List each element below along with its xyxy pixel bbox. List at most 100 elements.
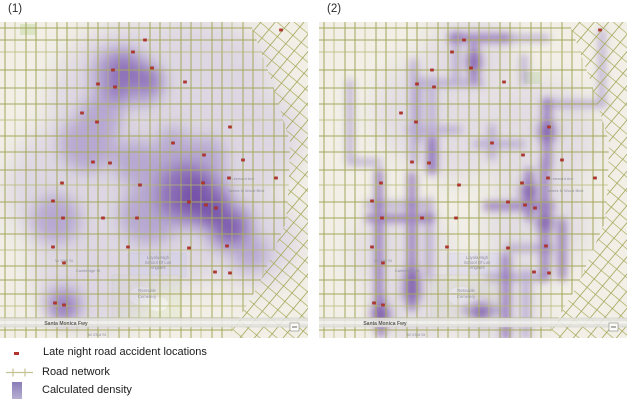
accident-point (450, 50, 454, 54)
accident-points (370, 28, 602, 307)
accident-point (432, 85, 436, 89)
accident-point (227, 176, 231, 180)
accident-point (183, 80, 187, 84)
accident-point (62, 303, 66, 307)
accident-point (214, 206, 218, 210)
accident-point (201, 181, 205, 185)
accident-point (520, 181, 524, 185)
accident-point (381, 303, 385, 307)
accident-point (80, 111, 84, 115)
map-label: Cambridge St (395, 268, 420, 273)
accident-point (113, 85, 117, 89)
accident-point (96, 82, 100, 86)
accident-point (143, 38, 147, 42)
accident-point (91, 160, 95, 164)
accident-point (523, 203, 527, 207)
accident-point (279, 28, 283, 32)
cemetery-inner (148, 297, 168, 311)
accident-point (53, 301, 57, 305)
map-label: Santa Monica Fwy (44, 321, 88, 327)
accident-point (560, 158, 564, 162)
accident-points (51, 28, 283, 307)
accident-point (502, 80, 506, 84)
accident-point (228, 125, 232, 129)
accident-point (225, 244, 229, 248)
map-label: School Of Los (145, 260, 171, 265)
accident-point (51, 199, 55, 203)
accident-point (506, 200, 510, 204)
accident-point (410, 160, 414, 164)
accident-point (506, 246, 510, 250)
accident-point (138, 183, 142, 187)
accident-point (462, 38, 466, 42)
accident-point (532, 270, 536, 274)
accident-point (241, 158, 245, 162)
accident-point (135, 216, 139, 220)
map-label: Angeles (469, 265, 484, 270)
map-label: James M Wood Blvd (547, 188, 584, 193)
accident-point (126, 245, 130, 249)
accident-point (95, 120, 99, 124)
accident-point (370, 245, 374, 249)
accident-point (445, 245, 449, 249)
accident-point (171, 141, 175, 145)
accident-point (202, 153, 206, 157)
map-label: W 23rd St (88, 332, 107, 337)
accident-point (469, 66, 473, 70)
map-label: James M Wood Blvd (228, 188, 265, 193)
accident-point (108, 161, 112, 165)
accident-point (381, 261, 385, 265)
freeway (319, 317, 627, 328)
accident-point (228, 271, 232, 275)
accident-point (399, 111, 403, 115)
map-label: Leeward Ave (231, 176, 255, 181)
accident-point (454, 216, 458, 220)
accident-point (187, 246, 191, 250)
accident-point (598, 28, 602, 32)
accident-point (213, 270, 217, 274)
map-label: Rosedale (138, 288, 156, 293)
panel-1-label: (1) (8, 3, 23, 15)
road-grid (319, 22, 609, 338)
accident-point (430, 68, 434, 72)
accident-point (61, 216, 65, 220)
accident-point (370, 199, 374, 203)
accident-point-icon (14, 352, 19, 355)
map-label: Leeward Ave (550, 176, 574, 181)
accident-point (521, 153, 525, 157)
accident-point (593, 176, 597, 180)
map-label: Santa Monica Fwy (363, 321, 407, 327)
legend-label-accidents: Late night road accident locations (43, 346, 207, 358)
accident-point (533, 206, 537, 210)
accident-point (51, 245, 55, 249)
map-label: W 15th St (374, 258, 392, 263)
accident-point (420, 216, 424, 220)
accident-point (62, 261, 66, 265)
freeway (0, 317, 308, 328)
accident-point (547, 125, 551, 129)
accident-point (131, 50, 135, 54)
accident-point (150, 66, 154, 70)
accident-point (379, 181, 383, 185)
legend-label-road-network: Road network (42, 366, 110, 378)
accident-point (544, 244, 548, 248)
map-label: Rosedale (457, 288, 475, 293)
accident-point (60, 181, 64, 185)
legend-label-density: Calculated density (42, 384, 132, 396)
density-swatch-icon (12, 382, 22, 399)
map-label: W 23rd St (407, 332, 426, 337)
accident-point (490, 141, 494, 145)
map-label: Cemetery (138, 294, 157, 299)
accident-point (204, 203, 208, 207)
accident-point (427, 161, 431, 165)
map-label: School Of Los (464, 260, 490, 265)
accident-point (380, 216, 384, 220)
map-label: Cemetery (457, 294, 476, 299)
density-layer (32, 46, 268, 322)
collapse-minus-icon (289, 322, 300, 332)
map-label: Cambridge St (76, 268, 101, 273)
map-label: Angeles (150, 265, 165, 270)
